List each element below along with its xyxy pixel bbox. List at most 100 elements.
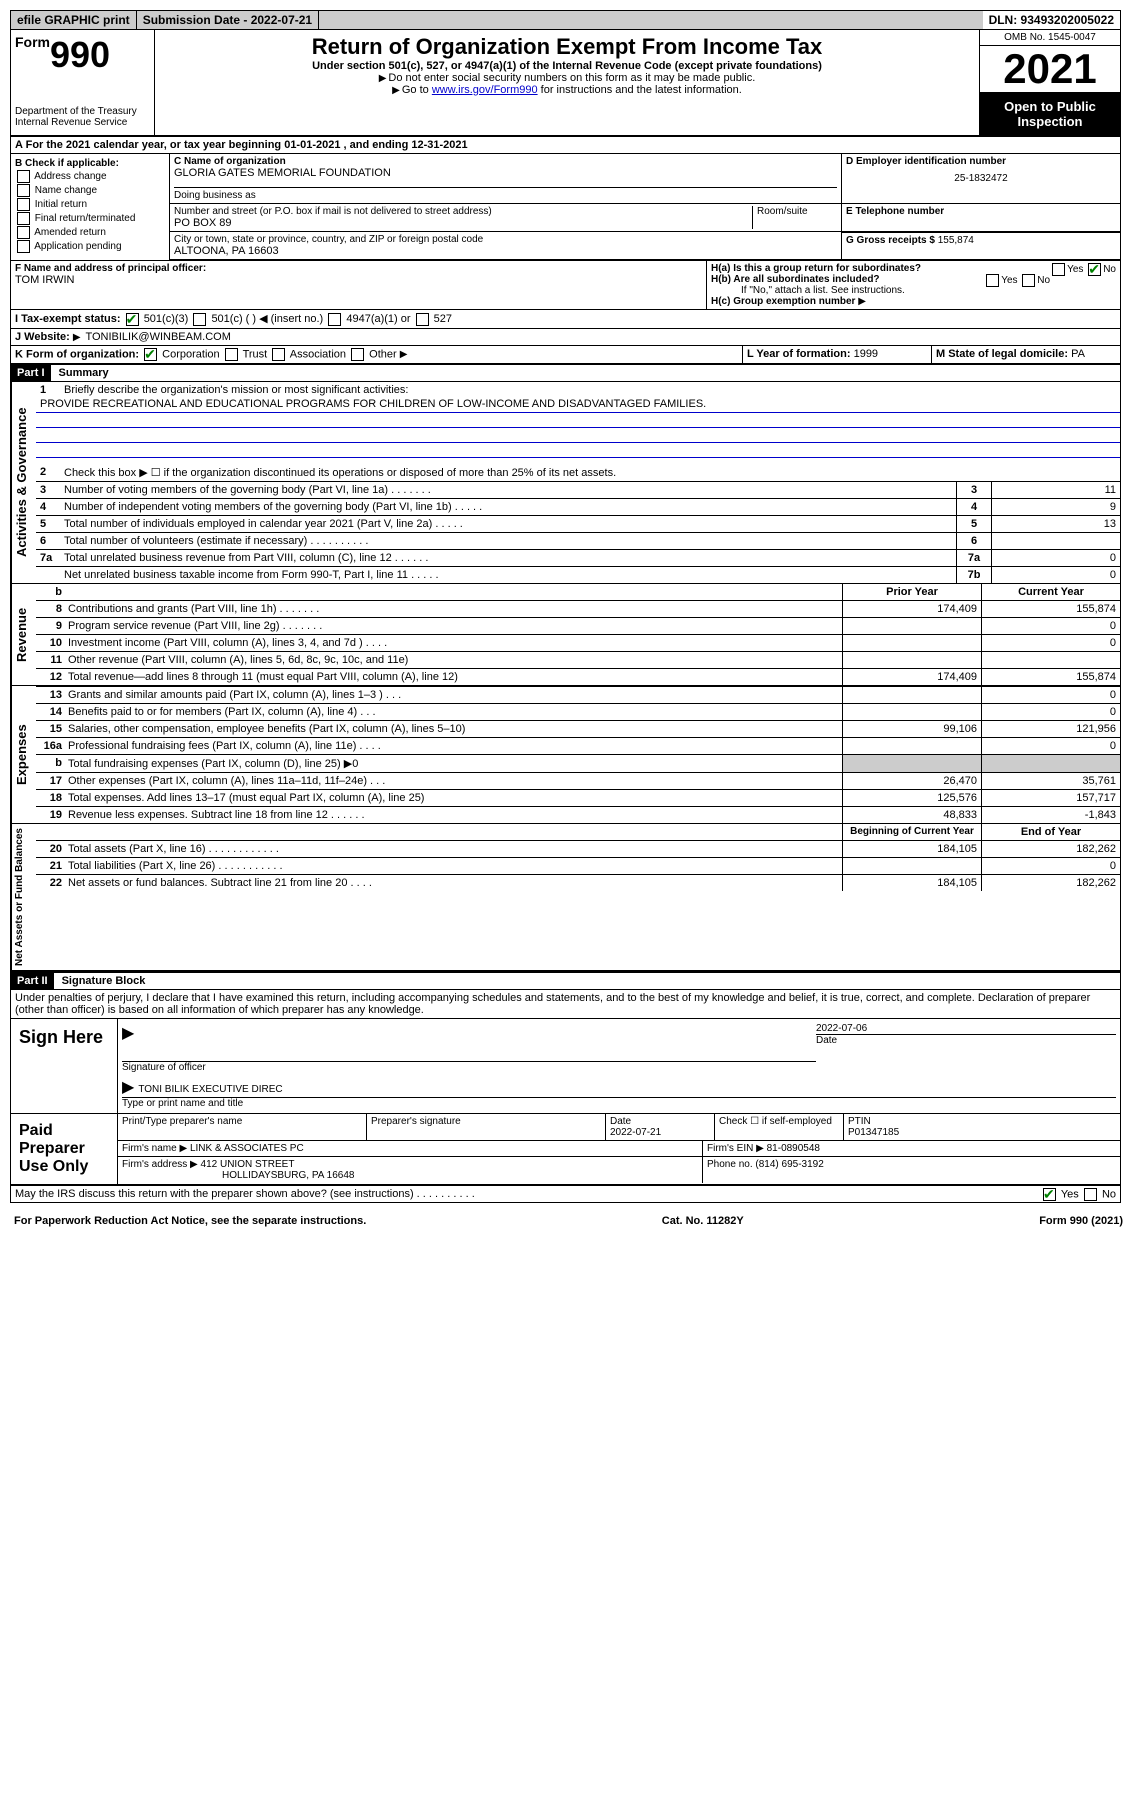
checkbox-icon[interactable] [416,313,429,326]
net-lines: 20Total assets (Part X, line 16) . . . .… [36,840,1120,891]
k-label: K Form of organization: [15,348,139,360]
cb-initial: Initial return [15,198,165,211]
omb-number: OMB No. 1545-0047 [980,30,1120,46]
checkbox-icon[interactable] [351,348,364,361]
exp-line: 18Total expenses. Add lines 13–17 (must … [36,789,1120,806]
city-label: City or town, state or province, country… [174,234,837,245]
rev-line: 8Contributions and grants (Part VIII, li… [36,600,1120,617]
checkbox-icon[interactable] [17,184,30,197]
city-value: ALTOONA, PA 16603 [174,245,837,257]
d-ein: D Employer identification number 25-1832… [841,154,1120,203]
checkbox-icon[interactable] [1088,263,1101,276]
net-line: 22Net assets or fund balances. Subtract … [36,874,1120,891]
m-label: M State of legal domicile: [936,348,1068,360]
gov-line: 3Number of voting members of the governi… [36,481,1120,498]
g-receipts: G Gross receipts $ 155,874 [841,232,1120,259]
checkbox-icon[interactable] [17,198,30,211]
irs-link[interactable]: www.irs.gov/Form990 [432,84,538,96]
submission-date: Submission Date - 2022-07-21 [137,11,319,29]
room-label: Room/suite [752,206,837,229]
note2-post: for instructions and the latest informat… [538,84,742,96]
footer-left: For Paperwork Reduction Act Notice, see … [14,1215,366,1227]
row-j: J Website: TONIBILIK@WINBEAM.COM [11,329,1120,346]
rev-body: b Prior Year Current Year 8Contributions… [36,584,1120,685]
checkbox-icon[interactable] [986,274,999,287]
f-label: F Name and address of principal officer: [15,263,702,274]
gov-line: 4Number of independent voting members of… [36,498,1120,515]
checkbox-icon[interactable] [17,212,30,225]
prior-year-label: Prior Year [842,584,981,600]
i-label: I Tax-exempt status: [15,313,121,325]
d-label: D Employer identification number [846,156,1116,167]
part1-title: Summary [51,367,109,379]
gov-lines: 3Number of voting members of the governi… [36,481,1120,583]
form-header: Form990 Department of the Treasury Inter… [11,30,1120,137]
rev-lines: 8Contributions and grants (Part VIII, li… [36,600,1120,685]
expenses-section: Expenses 13Grants and similar amounts pa… [11,686,1120,824]
exp-line: 13Grants and similar amounts paid (Part … [36,686,1120,703]
gov-line: 6Total number of volunteers (estimate if… [36,532,1120,549]
f-value: TOM IRWIN [15,274,702,286]
mission-text: PROVIDE RECREATIONAL AND EDUCATIONAL PRO… [36,398,1120,413]
col-b: B Check if applicable: Address change Na… [11,154,170,260]
checkbox-icon[interactable] [17,226,30,239]
header-right: OMB No. 1545-0047 2021 Open to Public In… [979,30,1120,135]
rev-line: 9Program service revenue (Part VIII, lin… [36,617,1120,634]
l-value: 1999 [854,348,878,360]
side-expenses: Expenses [11,686,36,823]
note1-text: Do not enter social security numbers on … [388,72,755,84]
checkbox-icon[interactable] [225,348,238,361]
mission-blank [36,428,1120,443]
checkbox-icon[interactable] [17,240,30,253]
prep-row-1: Print/Type preparer's name Preparer's si… [118,1114,1120,1141]
footer-mid: Cat. No. 11282Y [662,1215,744,1227]
j-label: J Website: [15,331,70,343]
line-2: 2Check this box ▶ ☐ if the organization … [36,464,1120,481]
b-label: B Check if applicable: [15,158,165,169]
sig-type-label: Type or print name and title [122,1097,1116,1109]
line-1: 1Briefly describe the organization's mis… [36,382,1120,398]
exp-line: 15Salaries, other compensation, employee… [36,720,1120,737]
checkbox-icon[interactable] [17,170,30,183]
checkbox-icon[interactable] [193,313,206,326]
exp-line: 17Other expenses (Part IX, column (A), l… [36,772,1120,789]
net-line: 21Total liabilities (Part X, line 26) . … [36,857,1120,874]
phone: Phone no. (814) 695-3192 [703,1157,1120,1183]
firm-addr: Firm's address ▶ 412 UNION STREETHOLLIDA… [118,1157,703,1183]
cb-name: Name change [15,184,165,197]
print-name: Print/Type preparer's name [118,1114,367,1141]
row-fh: F Name and address of principal officer:… [11,261,1120,310]
g-value: 155,874 [938,235,974,246]
e-phone: E Telephone number [841,204,1120,231]
row-ij: I Tax-exempt status: 501(c)(3) 501(c) ( … [11,310,1120,329]
checkbox-icon[interactable] [1084,1188,1097,1201]
sign-here-row: Sign Here Signature of officer 2022-07-0… [11,1018,1120,1114]
c-value: GLORIA GATES MEMORIAL FOUNDATION [174,167,837,179]
prep-date: Date2022-07-21 [606,1114,715,1141]
sig-name: TONI BILIK EXECUTIVE DIREC [138,1084,282,1095]
section-a: B Check if applicable: Address change Na… [11,154,1120,261]
checkbox-icon[interactable] [328,313,341,326]
efile-tag: efile GRAPHIC print [11,11,137,29]
hb-note: If "No," attach a list. See instructions… [711,285,1116,296]
checkbox-icon[interactable] [272,348,285,361]
rev-header: b Prior Year Current Year [36,584,1120,600]
header-mid: Return of Organization Exempt From Incom… [155,30,979,135]
prep-body: Print/Type preparer's name Preparer's si… [118,1114,1120,1184]
check-self: Check ☐ if self-employed [715,1114,844,1141]
exp-line: bTotal fundraising expenses (Part IX, co… [36,754,1120,772]
checkbox-icon[interactable] [144,348,157,361]
checkbox-icon[interactable] [126,313,139,326]
checkbox-icon[interactable] [1043,1188,1056,1201]
note2-pre: Go to [402,84,432,96]
checkbox-icon[interactable] [1052,263,1065,276]
top-spacer [319,11,982,29]
eoy-label: End of Year [981,824,1120,840]
dba-label: Doing business as [174,187,837,201]
part2-label: Part II [11,973,54,989]
netassets-section: Net Assets or Fund Balances Beginning of… [11,824,1120,971]
dln: DLN: 93493202005022 [983,11,1120,29]
prep-row-3: Firm's address ▶ 412 UNION STREETHOLLIDA… [118,1157,1120,1183]
row-name: C Name of organization GLORIA GATES MEMO… [170,154,1120,204]
checkbox-icon[interactable] [1022,274,1035,287]
